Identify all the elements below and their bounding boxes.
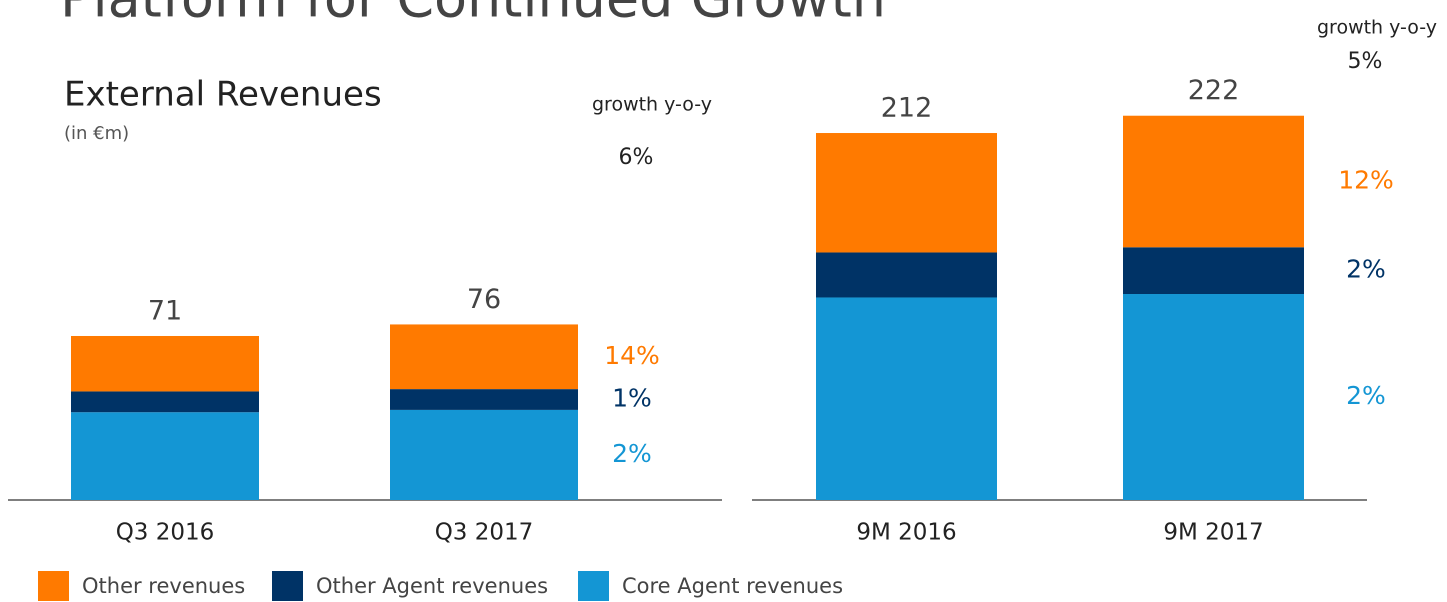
bar-segment (816, 297, 997, 500)
bar-segment (1123, 115, 1304, 248)
growth-label: 2% (612, 439, 652, 468)
page-title: Platform for Continued Growth (60, 0, 886, 30)
total-label: 212 (881, 93, 933, 124)
bar-segment (390, 409, 578, 500)
total-label: 76 (467, 284, 501, 315)
growth-label: 14% (604, 341, 660, 370)
legend-swatch (272, 571, 303, 601)
total-label: 222 (1188, 75, 1240, 106)
growth-label: 12% (1338, 165, 1394, 194)
bar-segment (390, 389, 578, 410)
legend-swatch (38, 571, 69, 601)
legend-label: Core Agent revenues (622, 574, 843, 598)
growth-header: growth y-o-y (1317, 17, 1437, 39)
x-tick-label: 9M 2017 (1163, 520, 1263, 546)
total-label: 71 (148, 295, 182, 326)
legend-label: Other revenues (82, 574, 245, 598)
bar-segment (1123, 294, 1304, 500)
legend-label: Other Agent revenues (316, 574, 548, 598)
bar-segment (71, 335, 259, 392)
bar-segment (816, 252, 997, 298)
growth-total: 6% (619, 145, 654, 170)
growth-total: 5% (1348, 49, 1383, 74)
bar-segment (71, 391, 259, 413)
bar-segment (816, 133, 997, 253)
growth-label: 1% (612, 384, 652, 413)
bar-segment (390, 324, 578, 390)
x-tick-label: 9M 2016 (856, 520, 956, 546)
growth-header: growth y-o-y (592, 94, 712, 116)
bar-segment (71, 412, 259, 500)
growth-label: 2% (1346, 255, 1386, 284)
bar-segment (1123, 247, 1304, 295)
legend-swatch (578, 571, 609, 601)
chart-subtitle: (in €m) (64, 123, 129, 144)
chart-title: External Revenues (64, 75, 382, 115)
x-tick-label: Q3 2017 (435, 520, 534, 546)
growth-label: 2% (1346, 381, 1386, 410)
x-tick-label: Q3 2016 (116, 520, 215, 546)
